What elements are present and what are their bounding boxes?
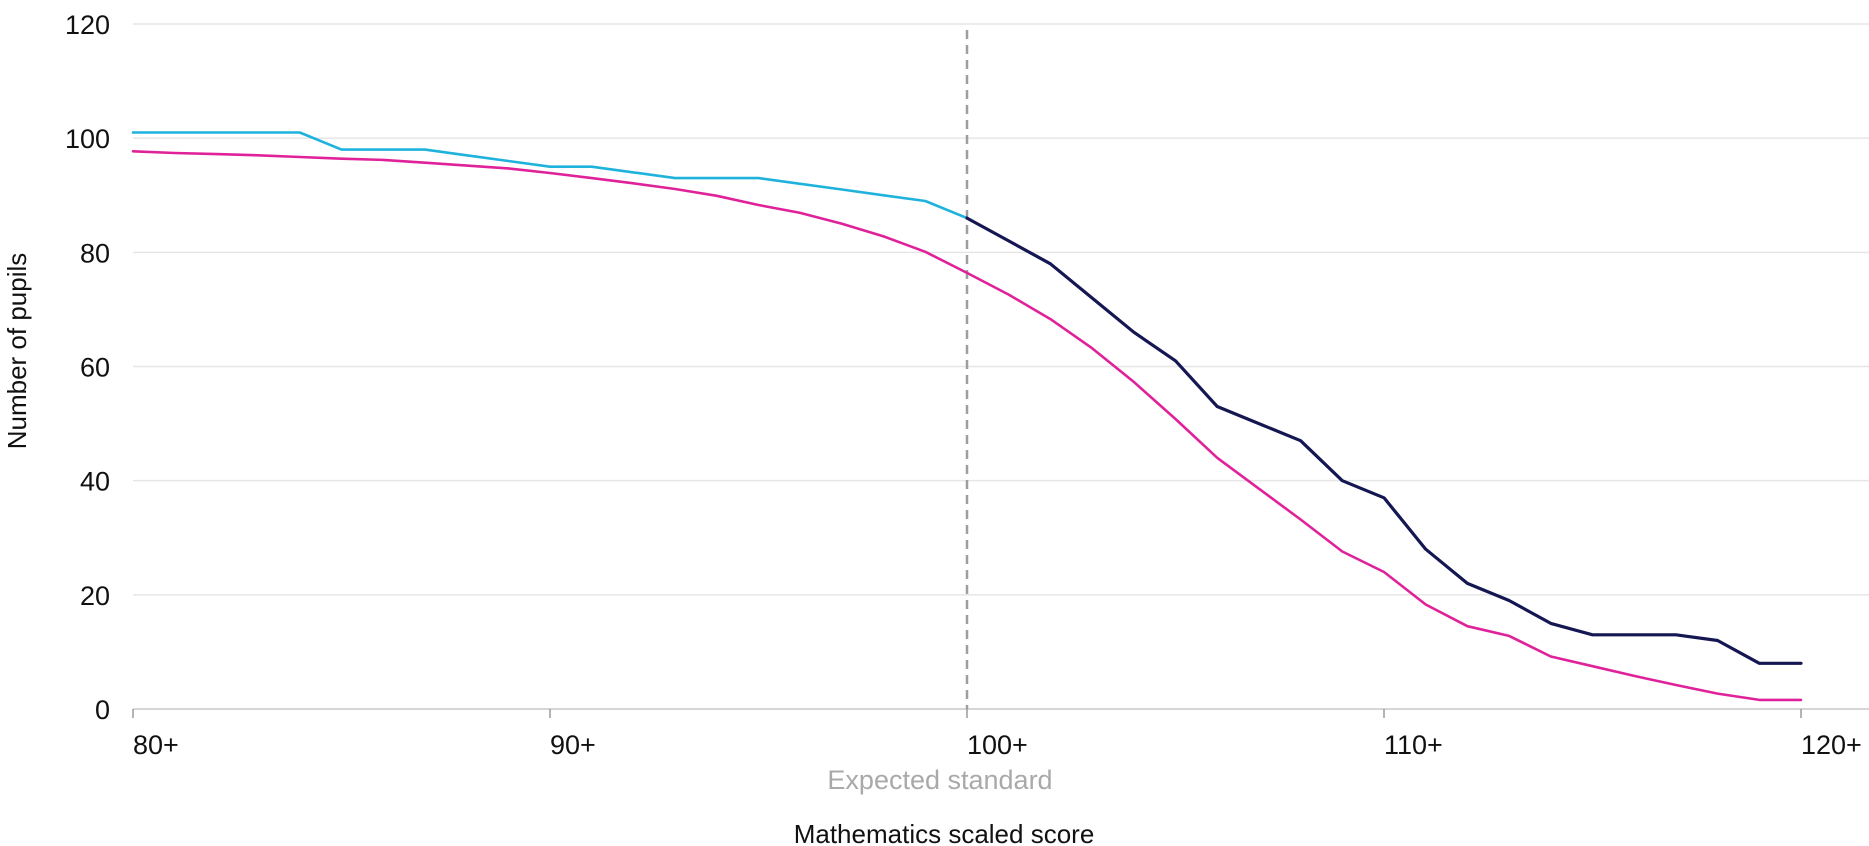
series-line: [131, 150, 1803, 702]
y-tick-label: 60: [80, 353, 110, 383]
axis-labels: 0 20 40 60 80 100 120 80+ 90+ 100+ 110+ 120+: [65, 10, 1862, 760]
series-lines: [131, 131, 1803, 702]
y-tick-label: 20: [80, 581, 110, 611]
y-tick-label: 40: [80, 467, 110, 497]
x-tick-label: 120+: [1801, 730, 1862, 760]
gridlines: [133, 23, 1869, 710]
x-tick-label: 100+: [967, 730, 1028, 760]
expected-standard-annotation: Expected standard: [827, 30, 1053, 795]
x-tick-label: 90+: [550, 730, 596, 760]
expected-standard-label: Expected standard: [827, 765, 1052, 795]
axis-ticks: [132, 709, 1802, 718]
y-tick-label: 0: [95, 695, 110, 725]
y-axis-title: Number of pupils: [2, 253, 32, 450]
y-tick-label: 80: [80, 238, 110, 268]
series-line: [965, 216, 1803, 665]
series-line: [131, 131, 969, 220]
y-tick-label: 120: [65, 10, 110, 40]
x-tick-label: 110+: [1384, 730, 1443, 760]
y-tick-label: 100: [65, 124, 110, 154]
x-axis-title: Mathematics scaled score: [794, 819, 1095, 846]
x-tick-label: 80+: [133, 730, 179, 760]
